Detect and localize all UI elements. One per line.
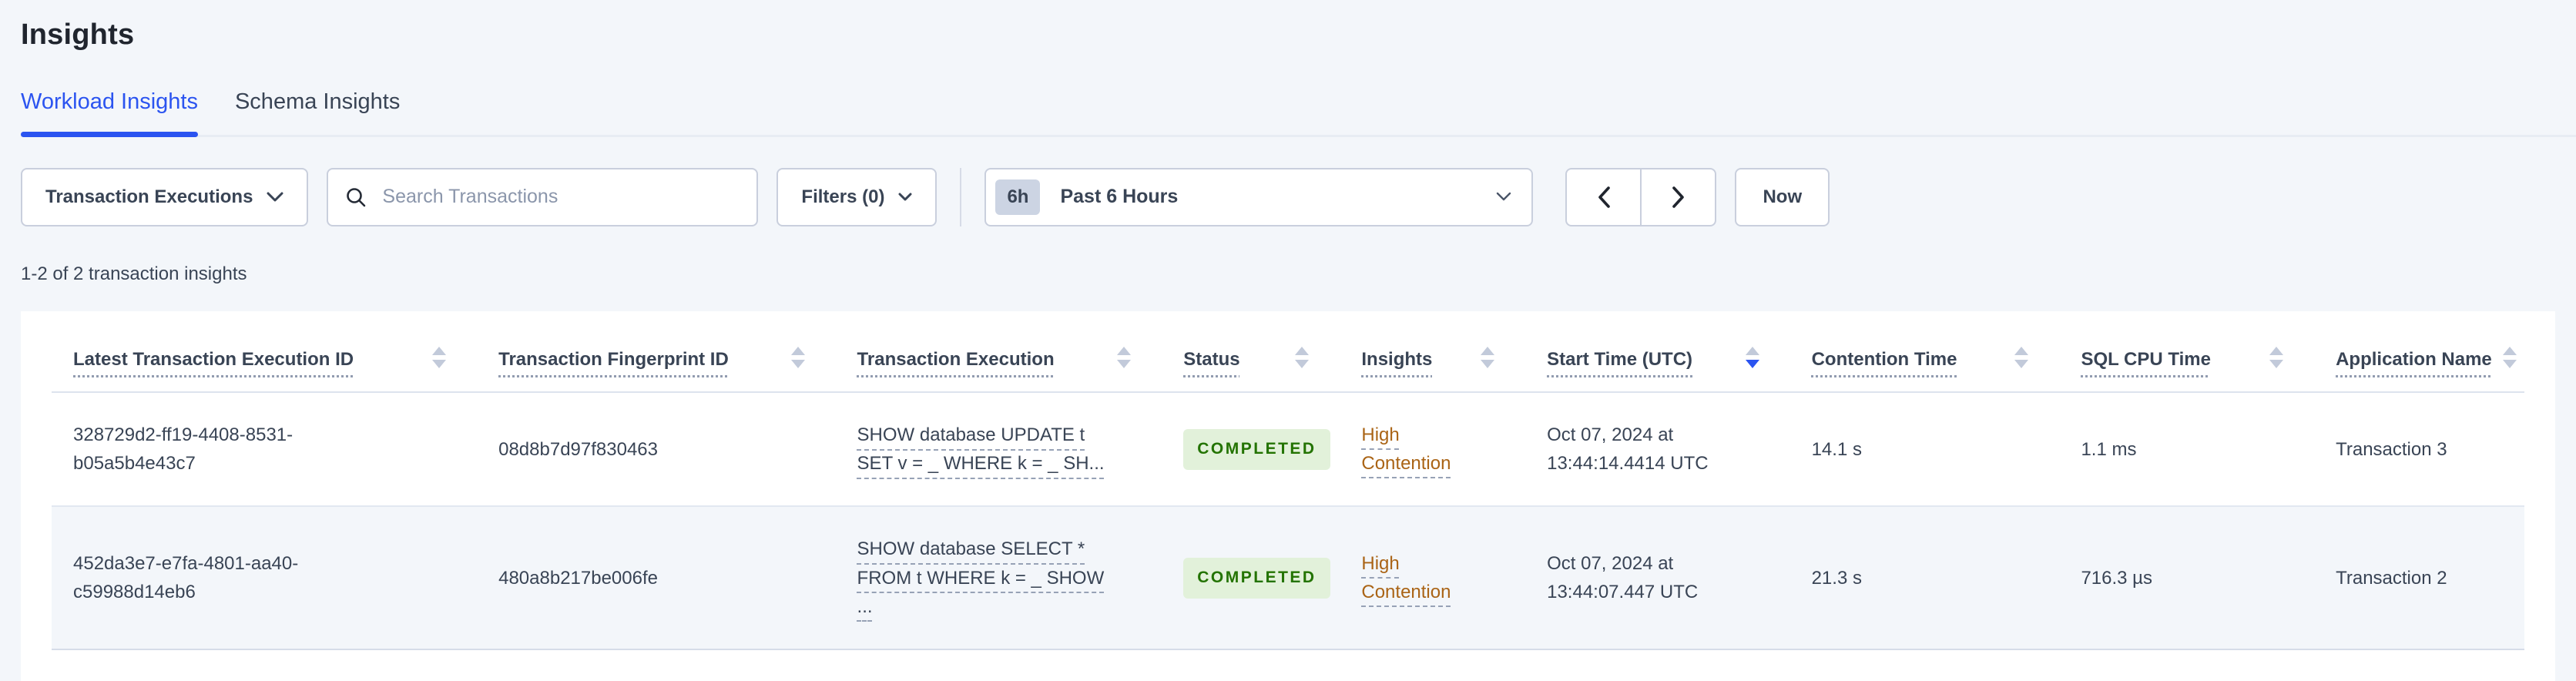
tab-schema-insights[interactable]: Schema Insights <box>235 89 400 135</box>
column-header-transaction-execution[interactable]: Transaction Execution <box>835 321 1162 394</box>
page-title: Insights <box>21 18 135 51</box>
status-cell: COMPLETED <box>1162 392 1340 508</box>
status-cell: COMPLETED <box>1162 506 1340 651</box>
transaction-execution-cell: SHOW database UPDATE t SET v = _ WHERE k… <box>835 392 1162 508</box>
sort-icon[interactable] <box>1295 346 1310 373</box>
time-prev-button[interactable] <box>1565 167 1642 226</box>
status-badge: COMPLETED <box>1183 557 1330 599</box>
column-header-contention-time[interactable]: Contention Time <box>1789 321 2060 394</box>
status-badge: COMPLETED <box>1183 428 1330 470</box>
insight-type-dropdown-label: Transaction Executions <box>45 186 253 207</box>
application-name-cell: Transaction 3 <box>2314 392 2524 508</box>
contention-time-cell: 21.3 s <box>1789 506 2060 651</box>
sort-icon[interactable] <box>790 346 805 373</box>
column-header-insights[interactable]: Insights <box>1340 321 1526 394</box>
chevron-right-icon <box>1672 186 1685 209</box>
results-count: 1-2 of 2 transaction insights <box>21 263 247 284</box>
insight-link[interactable]: High Contention <box>1361 424 1451 475</box>
execution-id-cell: 452da3e7-e7fa-4801-aa40-c59988d14eb6 <box>52 506 478 651</box>
time-range-pager <box>1565 167 1717 226</box>
insights-cell: High Contention <box>1340 392 1526 508</box>
column-header-application-name[interactable]: Application Name <box>2314 321 2524 394</box>
controls-row: Transaction Executions Filters (0) 6h Pa… <box>21 167 2555 226</box>
tab-label: Schema Insights <box>234 89 401 114</box>
filters-button-label: Filters (0) <box>801 186 885 207</box>
now-button[interactable]: Now <box>1735 167 1830 226</box>
start-time-cell: Oct 07, 2024 at 13:44:14.4414 UTC <box>1525 392 1790 508</box>
chevron-down-icon <box>267 192 283 203</box>
chevron-left-icon <box>1597 186 1611 209</box>
tab-bar: Workload Insights Schema Insights <box>21 89 2576 137</box>
sort-icon[interactable] <box>2269 346 2284 373</box>
sort-icon[interactable] <box>2014 346 2029 373</box>
time-next-button[interactable] <box>1641 167 1717 226</box>
chevron-down-icon <box>1496 192 1511 202</box>
search-box <box>327 167 759 226</box>
insight-type-dropdown[interactable]: Transaction Executions <box>21 167 309 226</box>
insights-table: Latest Transaction Execution ID Transact… <box>52 321 2524 651</box>
sort-icon[interactable] <box>432 346 447 373</box>
column-header-latest-transaction-execution-id[interactable]: Latest Transaction Execution ID <box>52 321 478 394</box>
column-header-sql-cpu-time[interactable]: SQL CPU Time <box>2059 321 2315 394</box>
sql-cpu-time-cell: 1.1 ms <box>2059 392 2315 508</box>
execution-id-cell: 328729d2-ff19-4408-8531-b05a5b4e43c7 <box>52 392 478 508</box>
insights-cell: High Contention <box>1340 506 1526 651</box>
now-button-label: Now <box>1763 186 1803 207</box>
table-row: 452da3e7-e7fa-4801-aa40-c59988d14eb6 480… <box>52 506 2524 651</box>
sort-icon[interactable] <box>2502 346 2517 373</box>
insights-table-card: Latest Transaction Execution ID Transact… <box>21 310 2555 681</box>
transaction-execution-link[interactable]: SHOW database UPDATE t SET v = _ WHERE k… <box>857 424 1105 475</box>
table-header-row: Latest Transaction Execution ID Transact… <box>52 321 2524 394</box>
chevron-down-icon <box>898 193 912 202</box>
fingerprint-id-cell: 08d8b7d97f830463 <box>477 392 836 508</box>
time-range-label: Past 6 Hours <box>1060 186 1179 208</box>
sort-icon[interactable] <box>1117 346 1132 373</box>
application-name-cell: Transaction 2 <box>2314 506 2524 651</box>
column-header-status[interactable]: Status <box>1162 321 1340 394</box>
time-range-picker[interactable]: 6h Past 6 Hours <box>984 167 1534 226</box>
sort-icon-active-desc[interactable] <box>1745 346 1759 373</box>
divider <box>960 167 962 226</box>
transaction-execution-cell: SHOW database SELECT * FROM t WHERE k = … <box>835 506 1162 651</box>
search-input[interactable] <box>381 185 740 210</box>
sql-cpu-time-cell: 716.3 µs <box>2059 506 2315 651</box>
table-row: 328729d2-ff19-4408-8531-b05a5b4e43c7 08d… <box>52 392 2524 508</box>
filters-button[interactable]: Filters (0) <box>776 167 937 226</box>
fingerprint-id-cell: 480a8b217be006fe <box>477 506 836 651</box>
column-header-start-time[interactable]: Start Time (UTC) <box>1525 321 1790 394</box>
search-icon <box>345 186 367 208</box>
insight-link[interactable]: High Contention <box>1361 553 1451 603</box>
transaction-execution-link[interactable]: SHOW database SELECT * FROM t WHERE k = … <box>857 538 1105 617</box>
sort-icon[interactable] <box>1481 346 1495 373</box>
start-time-cell: Oct 07, 2024 at 13:44:07.447 UTC <box>1525 506 1790 651</box>
time-range-badge: 6h <box>995 179 1041 215</box>
contention-time-cell: 14.1 s <box>1789 392 2060 508</box>
tab-workload-insights[interactable]: Workload Insights <box>21 89 198 137</box>
tab-label: Workload Insights <box>21 89 198 114</box>
column-header-transaction-fingerprint-id[interactable]: Transaction Fingerprint ID <box>477 321 836 394</box>
